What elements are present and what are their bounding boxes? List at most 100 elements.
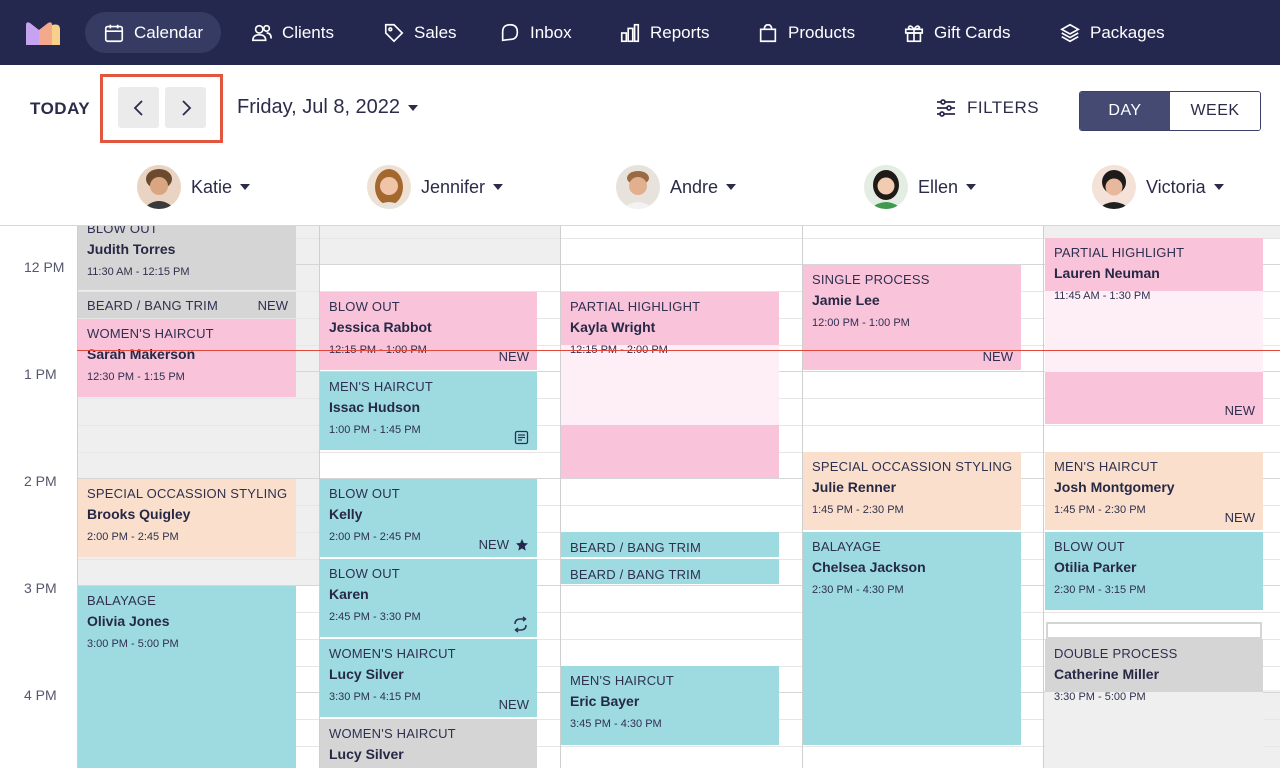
nav-reports-label: Reports <box>650 22 710 42</box>
time-label: 1 PM <box>24 366 57 382</box>
appointment-service: MEN'S HAIRCUT <box>1054 459 1159 474</box>
staff-name: Ellen <box>918 176 959 197</box>
staff-selector-victoria[interactable]: Victoria <box>1092 165 1224 209</box>
appointment-time: 2:30 PM - 3:15 PM <box>1054 584 1146 596</box>
appointment-card[interactable]: BALAYAGE Chelsea Jackson 2:30 PM - 4:30 … <box>803 532 1021 745</box>
staff-selector-ellen[interactable]: Ellen <box>864 165 977 209</box>
unavailable-block <box>320 226 560 264</box>
appointment-card[interactable]: SPECIAL OCCASSION STYLING Julie Renner 1… <box>803 452 1021 530</box>
nav-products[interactable]: Products <box>757 12 855 53</box>
appointment-service: SPECIAL OCCASSION STYLING <box>812 459 1013 474</box>
appointment-card[interactable]: PARTIAL HIGHLIGHT Kayla Wright 12:15 PM … <box>561 292 779 478</box>
nav-calendar-label: Calendar <box>134 22 203 42</box>
staff-selector-jennifer[interactable]: Jennifer <box>367 165 504 209</box>
staff-name: Andre <box>670 176 719 197</box>
date-selector[interactable]: Friday, Jul 8, 2022 <box>237 96 419 119</box>
next-day-button[interactable] <box>165 87 206 128</box>
nav-reports[interactable]: Reports <box>619 12 710 53</box>
tag-icon <box>384 23 404 42</box>
avatar <box>137 165 181 209</box>
view-toggle: DAY WEEK <box>1079 91 1261 131</box>
appointment-client: Jessica Rabbot <box>329 319 432 335</box>
nav-inbox[interactable]: Inbox <box>499 12 572 53</box>
appointment-service: BALAYAGE <box>812 539 882 554</box>
grid-line <box>77 264 1280 265</box>
appointment-card[interactable]: DOUBLE PROCESS Catherine Miller 3:30 PM … <box>1045 639 1263 768</box>
appointment-client: Olivia Jones <box>87 613 170 629</box>
staff-selector-katie[interactable]: Katie <box>137 165 251 209</box>
new-badge: NEW <box>498 349 529 364</box>
avatar <box>1092 165 1136 209</box>
filters-button[interactable]: FILTERS <box>935 97 1039 119</box>
appointment-client: Chelsea Jackson <box>812 559 926 575</box>
date-label: Friday, Jul 8, 2022 <box>237 96 401 118</box>
header-divider <box>0 225 1280 226</box>
chevron-down-icon <box>493 184 504 190</box>
appointment-card[interactable]: BEARD / BANG TRIM <box>561 532 779 557</box>
appointment-card[interactable]: BLOW OUT Karen 2:45 PM - 3:30 PM <box>320 559 537 637</box>
appointment-card[interactable]: BALAYAGE Olivia Jones 3:00 PM - 5:00 PM <box>78 586 296 768</box>
staff-name: Katie <box>191 176 233 197</box>
appointment-card[interactable]: MEN'S HAIRCUT Eric Bayer 3:45 PM - 4:30 … <box>561 666 779 745</box>
appointment-header-band <box>1045 238 1263 291</box>
appointment-card[interactable]: BEARD / BANG TRIM NEW <box>78 292 296 318</box>
appointment-card[interactable]: PARTIAL HIGHLIGHT Lauren Neuman 11:45 AM… <box>1045 238 1263 424</box>
today-button[interactable]: TODAY <box>30 99 91 118</box>
nav-sales[interactable]: Sales <box>383 12 457 53</box>
appointment-card[interactable]: WOMEN'S HAIRCUT Lucy Silver <box>320 719 537 768</box>
new-badge: NEW <box>1224 403 1255 418</box>
appointment-service: PARTIAL HIGHLIGHT <box>1054 245 1185 260</box>
appointment-service: DOUBLE PROCESS <box>1054 646 1178 661</box>
previous-day-button[interactable] <box>118 87 159 128</box>
appointment-card[interactable]: SINGLE PROCESS Jamie Lee 12:00 PM - 1:00… <box>803 265 1021 370</box>
appointment-time: 1:00 PM - 1:45 PM <box>329 424 421 436</box>
top-navigation-bar: Calendar Clients Sales Inbox Reports Pro… <box>0 0 1280 65</box>
appointment-card[interactable]: BLOW OUT Otilia Parker 2:30 PM - 3:15 PM <box>1045 532 1263 610</box>
appointment-time: 3:30 PM - 5:00 PM <box>1054 691 1146 703</box>
brand-logo[interactable] <box>26 21 60 45</box>
chevron-right-icon <box>181 99 191 116</box>
chevron-down-icon <box>726 184 737 190</box>
appointment-time: 11:30 AM - 12:15 PM <box>87 266 190 278</box>
appointment-card[interactable]: MEN'S HAIRCUT Issac Hudson 1:00 PM - 1:4… <box>320 372 537 450</box>
nav-packages[interactable]: Packages <box>1059 12 1165 53</box>
avatar <box>616 165 660 209</box>
note-icon <box>514 430 529 445</box>
appointment-time: 2:00 PM - 2:45 PM <box>329 531 421 543</box>
appointment-card[interactable]: BLOW OUT Judith Torres 11:30 AM - 12:15 … <box>78 226 296 290</box>
appointment-card[interactable]: SPECIAL OCCASSION STYLING Brooks Quigley… <box>78 479 296 557</box>
nav-clients[interactable]: Clients <box>251 12 334 53</box>
nav-clients-label: Clients <box>282 22 334 42</box>
gift-icon <box>904 24 924 42</box>
appointment-card[interactable]: WOMEN'S HAIRCUT Sarah Makerson 12:30 PM … <box>78 319 296 397</box>
nav-calendar[interactable]: Calendar <box>85 12 221 53</box>
appointment-client: Judith Torres <box>87 241 176 257</box>
appointment-card[interactable]: BLOW OUT Jessica Rabbot 12:15 PM - 1:00 … <box>320 292 537 370</box>
appointment-service: BEARD / BANG TRIM <box>570 567 702 582</box>
appointment-card[interactable]: WOMEN'S HAIRCUT Lucy Silver 3:30 PM - 4:… <box>320 639 537 717</box>
nav-gift-cards-label: Gift Cards <box>934 22 1011 42</box>
staff-selector-andre[interactable]: Andre <box>616 165 737 209</box>
appointment-header-band <box>1045 639 1263 692</box>
appointment-client: Brooks Quigley <box>87 506 191 522</box>
calendar-icon <box>104 24 124 42</box>
appointment-client: Catherine Miller <box>1054 666 1160 682</box>
unavailable-block <box>1044 226 1280 238</box>
appointment-time: 2:00 PM - 2:45 PM <box>87 531 179 543</box>
column-divider <box>319 226 320 768</box>
appointment-service: MEN'S HAIRCUT <box>329 379 434 394</box>
empty-slot[interactable] <box>1046 622 1262 639</box>
day-view-button[interactable]: DAY <box>1080 92 1170 130</box>
sliders-icon <box>937 99 955 117</box>
appointment-card[interactable]: BLOW OUT Kelly 2:00 PM - 2:45 PM NEW <box>320 479 537 557</box>
appointment-card[interactable]: MEN'S HAIRCUT Josh Montgomery 1:45 PM - … <box>1045 452 1263 530</box>
appointment-time: 2:45 PM - 3:30 PM <box>329 611 421 623</box>
column-divider <box>802 226 803 768</box>
appointment-client: Kayla Wright <box>570 319 656 335</box>
appointment-card[interactable]: BEARD / BANG TRIM <box>561 559 779 584</box>
week-view-button[interactable]: WEEK <box>1170 92 1260 130</box>
chat-icon <box>501 23 519 41</box>
appointment-service: BLOW OUT <box>329 299 400 314</box>
nav-gift-cards[interactable]: Gift Cards <box>903 12 1011 53</box>
time-label: 3 PM <box>24 580 57 596</box>
